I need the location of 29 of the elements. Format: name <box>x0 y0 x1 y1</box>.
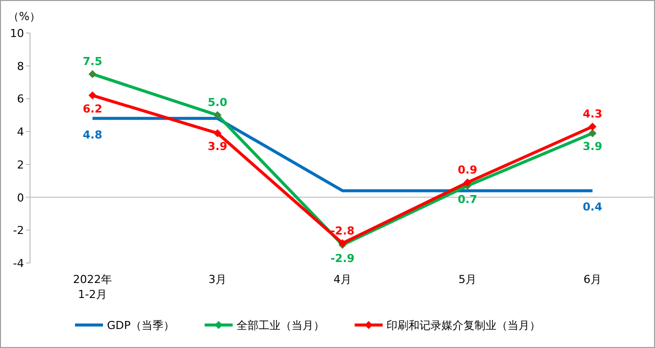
x-tick-label: 3月 <box>208 273 226 286</box>
y-tick-label: 2 <box>17 158 24 172</box>
data-label: -2.9 <box>330 252 355 265</box>
y-tick-label: -4 <box>13 257 24 270</box>
data-label: 3.9 <box>208 140 228 154</box>
data-label: 3.9 <box>582 140 602 154</box>
data-label: 0.4 <box>582 200 603 214</box>
legend-label: 全部工业（当月） <box>236 319 325 332</box>
data-label: 0.7 <box>458 192 478 206</box>
legend-label: GDP（当季） <box>107 319 175 332</box>
y-tick-label: 8 <box>17 60 24 73</box>
y-tick-label: 10 <box>10 27 24 40</box>
x-tick-label: 5月 <box>458 273 476 286</box>
y-tick-label: 4 <box>17 126 24 139</box>
data-label: 5.0 <box>208 96 228 110</box>
data-label: 7.5 <box>82 55 102 68</box>
data-label: 4.8 <box>82 128 102 142</box>
x-tick-label: 2022年 1-2月 <box>73 273 112 301</box>
y-tick-label: 6 <box>17 92 24 106</box>
data-label: 4.3 <box>582 108 602 121</box>
x-tick-label: 4月 <box>334 273 352 286</box>
data-label: 0.9 <box>458 164 478 176</box>
y-tick-label: 0 <box>17 191 24 204</box>
x-tick-label: 6月 <box>584 273 602 286</box>
y-tick-label: -2 <box>13 224 24 238</box>
data-label: 6.2 <box>82 102 102 116</box>
y-axis-title: （%） <box>8 10 40 23</box>
data-label: -2.8 <box>330 224 355 238</box>
legend-label: 印刷和记录媒介复制业（当月） <box>386 319 541 332</box>
